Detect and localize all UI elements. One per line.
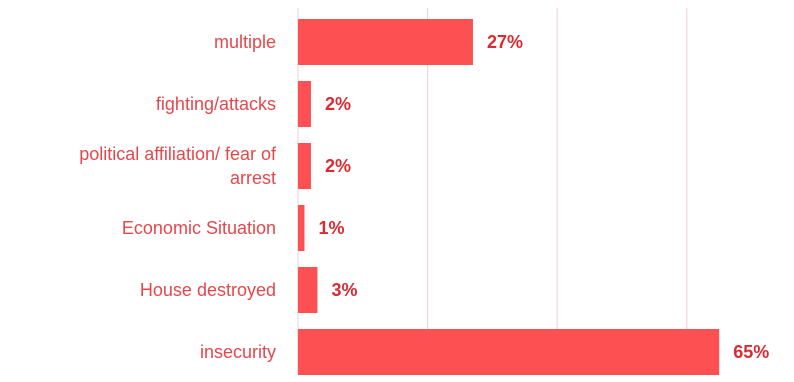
category-label: political affiliation/ fear of arrest <box>79 144 277 188</box>
category-label: House destroyed <box>140 280 276 300</box>
category-label: fighting/attacks <box>156 94 276 114</box>
bar <box>298 329 719 375</box>
data-label: 2% <box>325 94 351 114</box>
data-label: 1% <box>318 218 344 238</box>
bars-group <box>298 19 719 375</box>
bar <box>298 267 317 313</box>
data-label: 65% <box>733 342 769 362</box>
category-label: insecurity <box>200 342 276 362</box>
bar <box>298 19 473 65</box>
bar <box>298 205 304 251</box>
value-labels: 27% 2% 2% 1% 3% 65% <box>318 32 769 362</box>
data-label: 3% <box>331 280 357 300</box>
bar <box>298 143 311 189</box>
data-label: 2% <box>325 156 351 176</box>
data-label: 27% <box>487 32 523 52</box>
category-label: multiple <box>214 32 276 52</box>
category-label: Economic Situation <box>122 218 276 238</box>
bar <box>298 81 311 127</box>
category-labels: multiple fighting/attacks political affili… <box>79 32 277 362</box>
